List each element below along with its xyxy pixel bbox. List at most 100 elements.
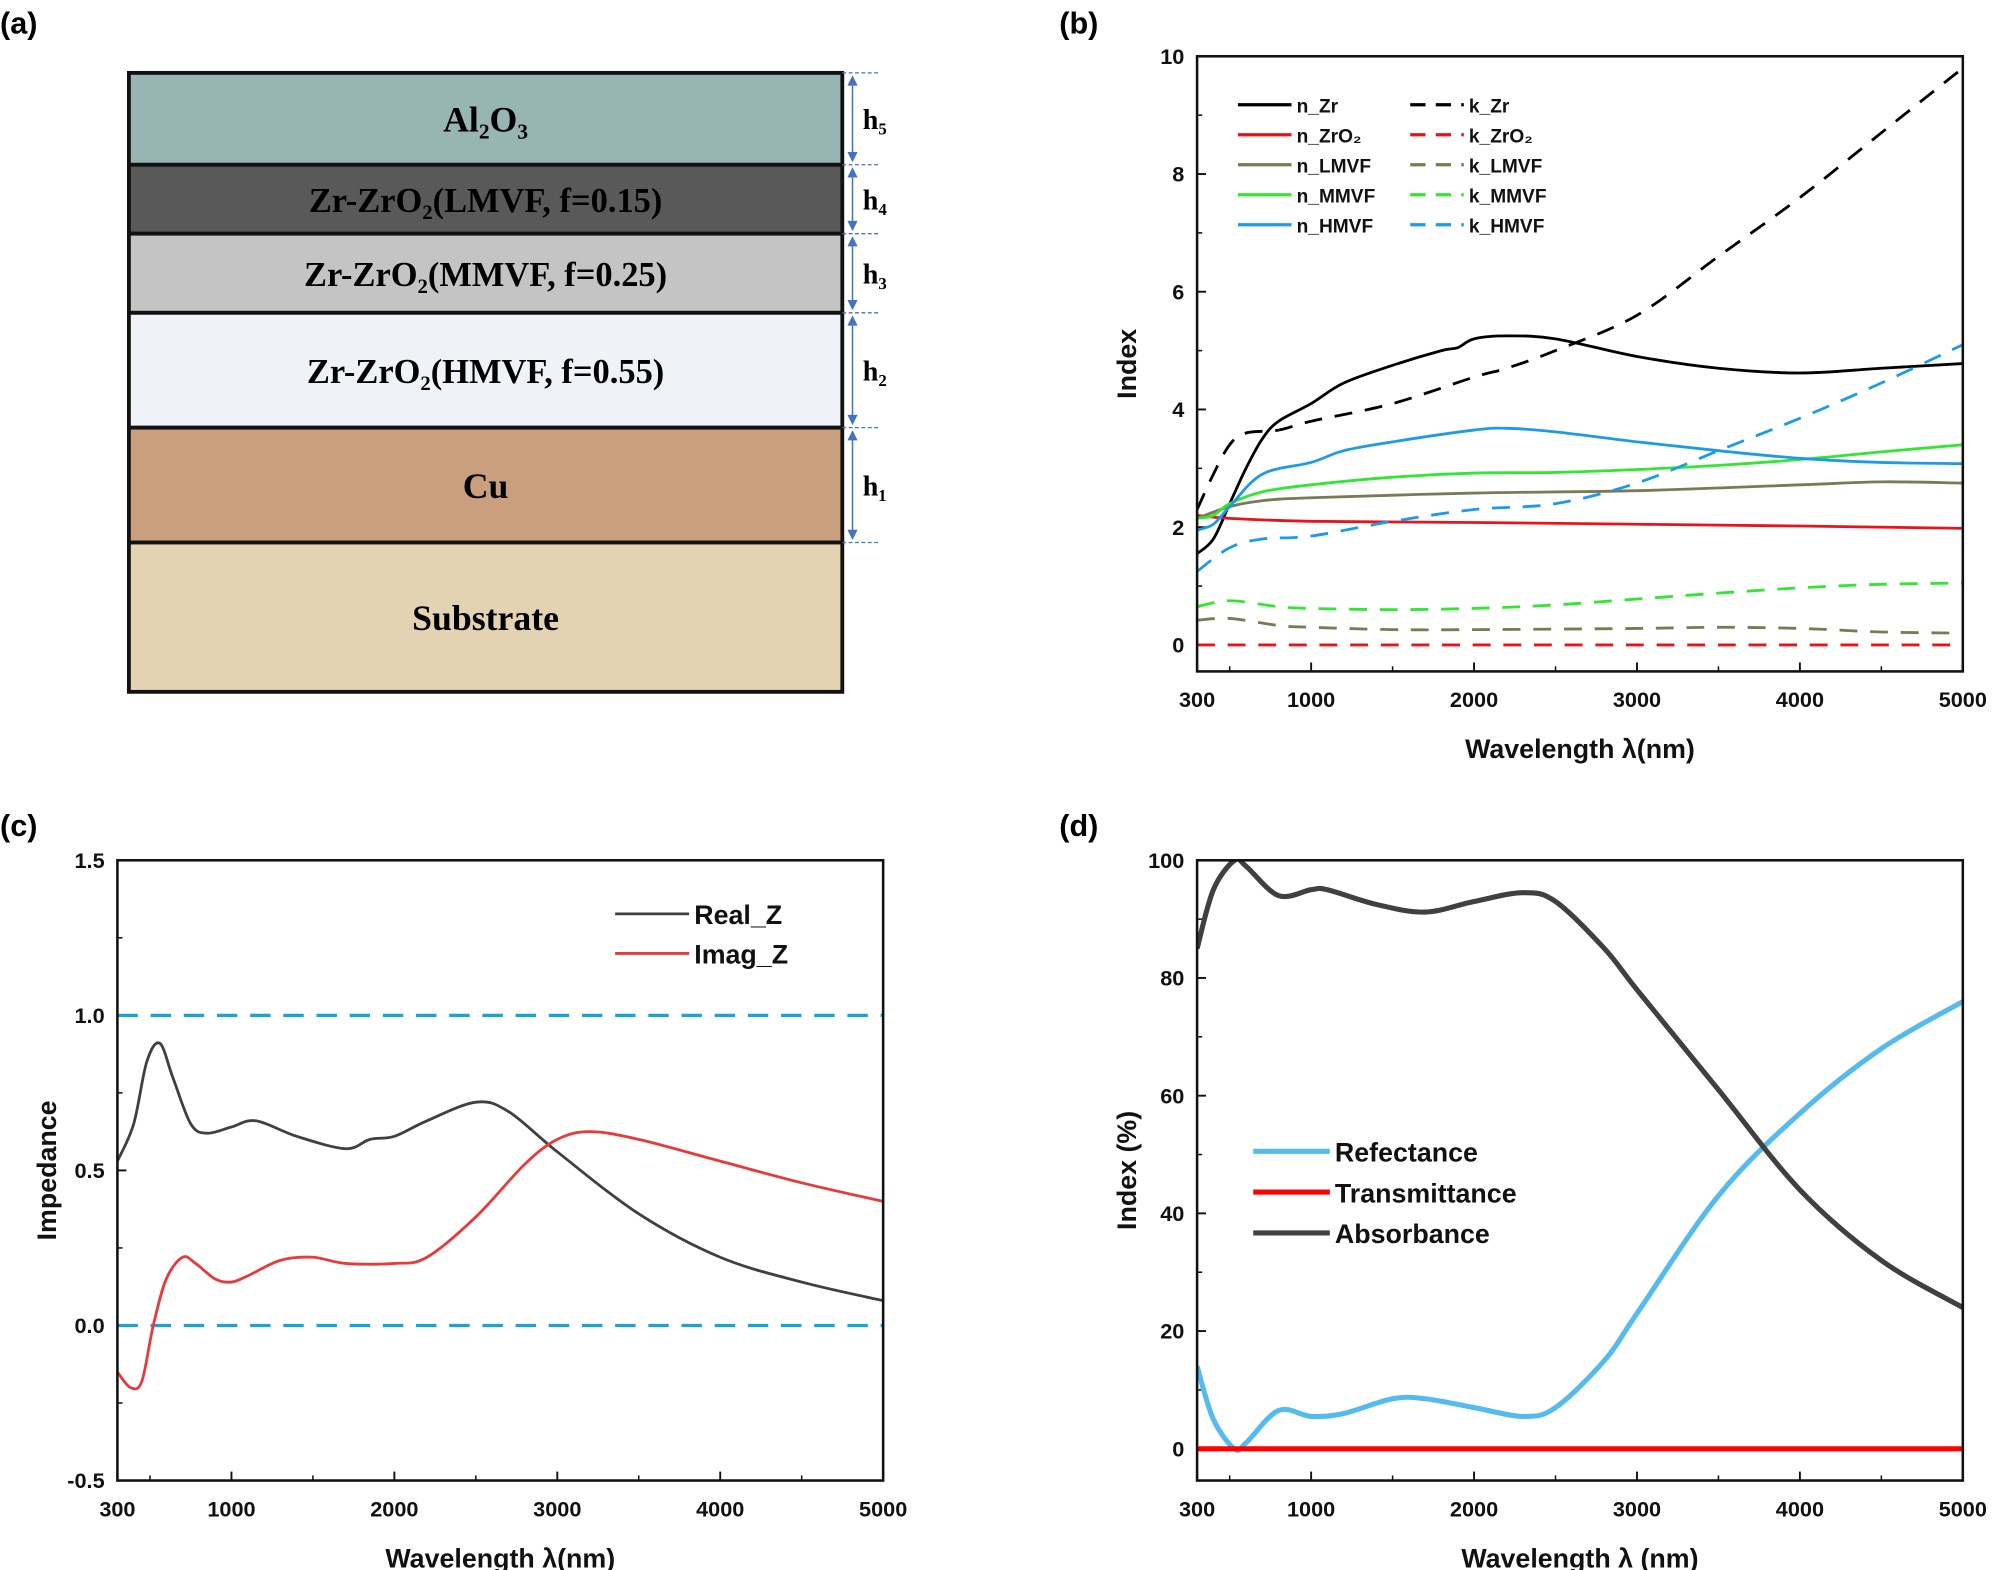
y-tick-label: 8 (1172, 162, 1184, 187)
arrowhead-icon (847, 75, 858, 163)
series-line-n_ZrO₂ (1197, 514, 1963, 530)
layer-5: Substrate (126, 540, 845, 694)
legend-label: n_ZrO₂ (1297, 126, 1362, 147)
y-tick-label: 1.5 (74, 848, 104, 873)
legend-label: n_MMVF (1297, 186, 1376, 207)
x-axis-label: Wavelength λ (nm) (1461, 1543, 1698, 1570)
legend-label: Imag_Z (694, 940, 788, 970)
x-tick-label: 2000 (370, 1496, 418, 1521)
x-tick-label: 4000 (1776, 1496, 1824, 1521)
panel-label: (b) (1059, 6, 1098, 40)
y-tick-label: 6 (1172, 279, 1184, 304)
thickness-label: h₂ (863, 356, 887, 387)
layer-label: Cu (463, 466, 509, 506)
series-line-Imag_Z (117, 1130, 884, 1391)
legend-label: n_HMVF (1297, 216, 1374, 237)
layer-label: Al₂O₃ (443, 100, 528, 140)
thickness-label: h₄ (863, 185, 888, 216)
y-tick-label: 4 (1172, 397, 1184, 422)
x-tick-label: 5000 (1939, 687, 1987, 712)
legend-label: Absorbance (1335, 1219, 1490, 1249)
series-line-n_Zr (1197, 334, 1963, 555)
layer-rect (126, 70, 845, 167)
layer-0: Al₂O₃ h₅ (126, 70, 887, 167)
x-tick-label: 3000 (1613, 1496, 1661, 1521)
thickness-label: h₃ (863, 259, 887, 290)
x-tick-label: 300 (1179, 687, 1215, 712)
series-line-k_HMVF (1197, 343, 1963, 573)
y-tick-label: 0.5 (74, 1158, 104, 1183)
legend-label: Transmittance (1335, 1178, 1517, 1208)
x-tick-label: 300 (1179, 1496, 1215, 1521)
panel-label-a: (a) (0, 6, 37, 40)
layer-rect (126, 540, 845, 694)
y-tick-label: 0 (1172, 1436, 1184, 1461)
x-tick-label: 3000 (533, 1496, 581, 1521)
y-tick-label: 2 (1172, 515, 1184, 540)
panel-label: (d) (1059, 809, 1098, 843)
x-axis-label: Wavelength λ(nm) (385, 1543, 615, 1570)
plot-frame (1195, 859, 1965, 1482)
layer-rect (126, 162, 845, 236)
legend: Real_Z Imag_Z (615, 900, 788, 970)
series-line-n_LMVF (1197, 480, 1963, 520)
y-tick-label: 20 (1160, 1319, 1184, 1344)
panel-label: (c) (0, 809, 37, 843)
y-axis-label: Index (%) (1112, 1111, 1142, 1230)
series-line-Absorbance (1197, 860, 1963, 1310)
x-axis-label: Wavelength λ(nm) (1465, 734, 1695, 764)
chart-c: (c) 300 1000 2000 3000 4000 5000 -0.5 0.0 0.5 1.0 1… (0, 809, 907, 1570)
x-tick-label: 4000 (1776, 687, 1824, 712)
legend: Refectance Transmittance Absorbance (1253, 1137, 1517, 1249)
legend-label: Real_Z (694, 900, 782, 930)
legend-label: k_LMVF (1469, 156, 1542, 177)
y-tick-label: 1.0 (74, 1003, 104, 1028)
series-line-k_MMVF (1197, 581, 1963, 612)
chart-b: (b) 300 1000 2000 3000 4000 5000 0 2 4 6 8 10 Wavelen… (1059, 6, 1987, 764)
y-tick-label: 40 (1160, 1201, 1184, 1226)
layer-label: Substrate (412, 598, 559, 638)
x-tick-label: 2000 (1450, 687, 1498, 712)
plot-area (1197, 66, 1963, 647)
layer-rect (126, 425, 845, 545)
legend-label: k_Zr (1469, 96, 1510, 117)
series-line-Refectance (1197, 999, 1963, 1453)
series-line-k_LMVF (1197, 616, 1963, 635)
legend-label: n_LMVF (1297, 156, 1371, 177)
x-tick-label: 5000 (859, 1496, 907, 1521)
y-tick-label: -0.5 (67, 1468, 104, 1493)
layer-3: Zr-ZrO₂(HMVF, f=0.55) h₂ (126, 310, 887, 430)
y-axis-label: Index (1112, 329, 1142, 399)
plot-area (1197, 860, 1963, 1453)
chart-d: (d) 300 1000 2000 3000 4000 5000 0 20 40 60 80 100 Wa… (1059, 809, 1987, 1570)
y-tick-label: 0.0 (74, 1313, 104, 1338)
series-line-k_Zr (1197, 66, 1963, 511)
x-tick-label: 3000 (1613, 687, 1661, 712)
layer-4: Cu h₁ (126, 425, 887, 545)
thickness-label: h₁ (863, 471, 887, 502)
series-line-Real_Z (117, 1041, 884, 1303)
plot-frame (116, 859, 885, 1482)
x-tick-label: 1000 (1287, 1496, 1335, 1521)
y-tick-label: 100 (1148, 848, 1184, 873)
y-axis-label: Impedance (32, 1100, 62, 1240)
legend-label: Refectance (1335, 1137, 1478, 1167)
y-tick-label: 60 (1160, 1083, 1184, 1108)
x-tick-label: 1000 (1287, 687, 1335, 712)
y-tick-label: 80 (1160, 966, 1184, 991)
x-tick-label: 5000 (1939, 1496, 1987, 1521)
y-tick-label: 0 (1172, 633, 1184, 658)
plot-frame (1195, 55, 1965, 673)
layer-label: Zr-ZrO₂(MMVF, f=0.25) (304, 256, 667, 294)
layer-label: Zr-ZrO₂(HMVF, f=0.55) (307, 353, 664, 391)
layer-2: Zr-ZrO₂(MMVF, f=0.25) h₃ (126, 231, 887, 315)
legend-label: k_HMVF (1469, 216, 1544, 237)
thickness-label: h₅ (863, 105, 887, 136)
y-tick-label: 10 (1160, 44, 1184, 69)
legend: n_Zr n_ZrO₂ n_LMVF n_MMVF n_HMVF k_Zr k_ZrO₂ k_… (1237, 96, 1547, 237)
series-line-n_HMVF (1197, 426, 1963, 532)
x-tick-label: 300 (99, 1496, 135, 1521)
legend-label: k_MMVF (1469, 186, 1547, 207)
layer-1: Zr-ZrO₂(LMVF, f=0.15) h₄ (126, 162, 888, 236)
